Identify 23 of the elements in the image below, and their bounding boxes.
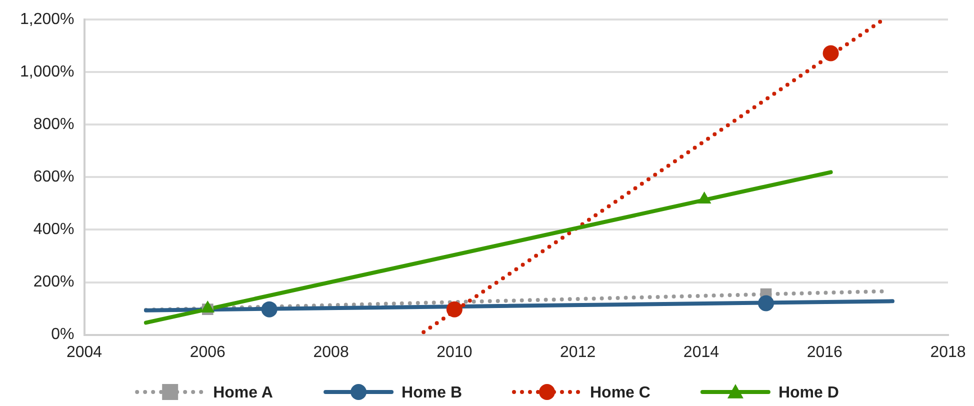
x-tick-label: 2010 xyxy=(436,344,472,361)
legend-label: Home C xyxy=(590,384,651,402)
x-tick-label: 2016 xyxy=(806,344,843,361)
x-tick-label: 2014 xyxy=(683,344,720,361)
x-tick-label: 2006 xyxy=(190,344,226,361)
point xyxy=(822,45,839,62)
y-tick-label: 600% xyxy=(33,168,74,186)
x-tick-label: 2018 xyxy=(930,344,966,361)
point xyxy=(261,301,278,318)
point xyxy=(758,295,774,312)
x-tick-label: 2004 xyxy=(66,344,102,361)
y-tick-label: 1,000% xyxy=(20,64,74,81)
y-tick-label: 0% xyxy=(51,326,74,344)
y-tick-label: 800% xyxy=(33,116,74,134)
y-tick-label: 200% xyxy=(33,274,74,291)
y-tick-label: 1,200% xyxy=(20,11,74,28)
x-tick-label: 2008 xyxy=(313,344,349,361)
legend-label: Home A xyxy=(213,384,274,402)
y-tick-label: 400% xyxy=(33,221,74,238)
point xyxy=(446,301,462,318)
legend-label: Home B xyxy=(402,384,462,402)
legend-label: Home D xyxy=(778,384,839,402)
x-tick-label: 2012 xyxy=(560,344,596,361)
